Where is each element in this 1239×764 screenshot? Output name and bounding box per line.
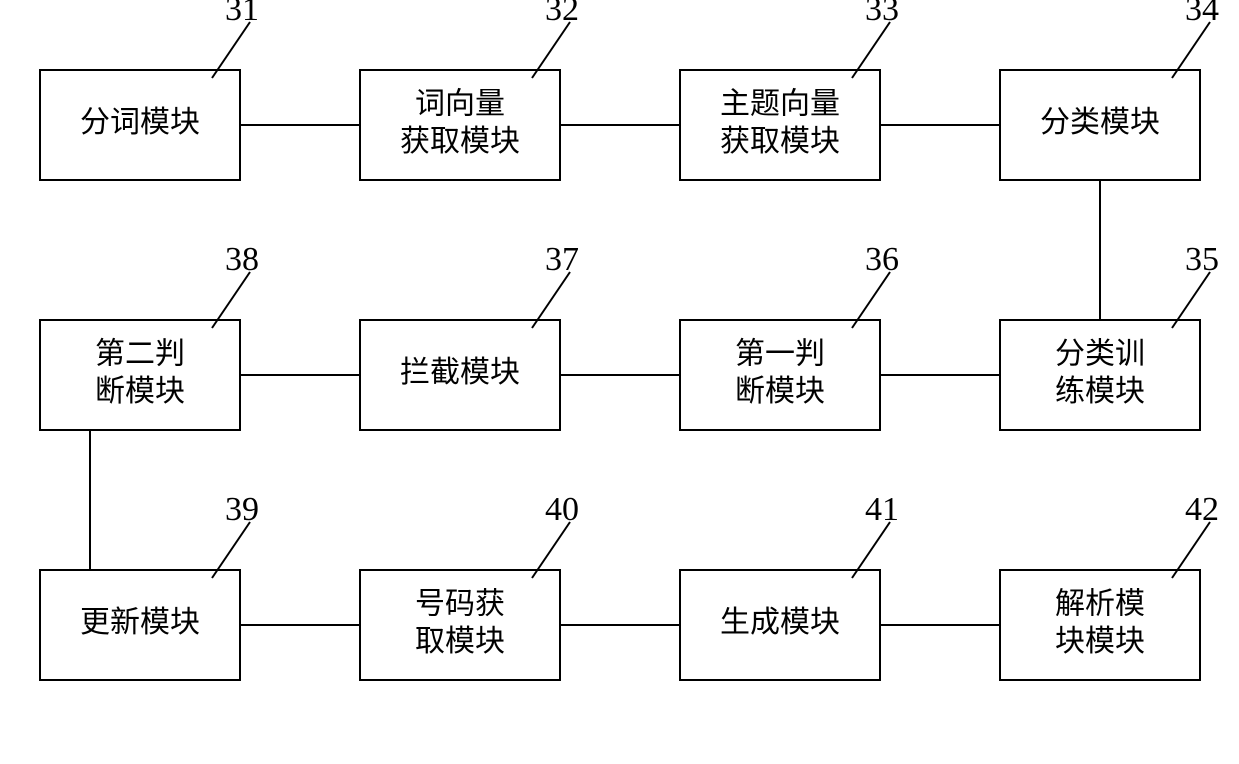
module-number: 42	[1185, 491, 1219, 528]
module-box-38: 第二判断模块38	[40, 241, 259, 430]
module-box-42: 解析模块模块42	[1000, 491, 1219, 680]
module-label: 拦截模块	[400, 356, 520, 389]
module-flow-diagram: 分词模块 31 词向量获取模块32 主题向量获取模块33 分类模块 34 分类训练模块35 第…	[0, 0, 1239, 764]
module-number: 32	[545, 0, 579, 28]
module-box-40: 号码获取模块40	[360, 491, 579, 680]
module-box-35: 分类训练模块35	[1000, 241, 1219, 430]
module-label: 生成模块	[720, 606, 840, 639]
module-box-33: 主题向量获取模块33	[680, 0, 899, 180]
module-box-39: 更新模块 39	[40, 491, 259, 680]
module-number: 40	[545, 491, 579, 528]
module-number: 38	[225, 241, 259, 278]
module-box-31: 分词模块 31	[40, 0, 259, 180]
module-number: 36	[865, 241, 899, 278]
module-box-37: 拦截模块 37	[360, 241, 579, 430]
module-number: 41	[865, 491, 899, 528]
module-box-32: 词向量获取模块32	[360, 0, 579, 180]
module-box-34: 分类模块 34	[1000, 0, 1219, 180]
module-box-41: 生成模块 41	[680, 491, 899, 680]
module-number: 34	[1185, 0, 1219, 28]
module-number: 39	[225, 491, 259, 528]
module-label: 分词模块	[80, 106, 200, 139]
module-number: 35	[1185, 241, 1219, 278]
module-box-36: 第一判断模块36	[680, 241, 899, 430]
module-number: 31	[225, 0, 259, 28]
module-label: 更新模块	[80, 606, 200, 639]
module-label: 分类模块	[1040, 106, 1160, 139]
module-number: 33	[865, 0, 899, 28]
module-number: 37	[545, 241, 579, 278]
